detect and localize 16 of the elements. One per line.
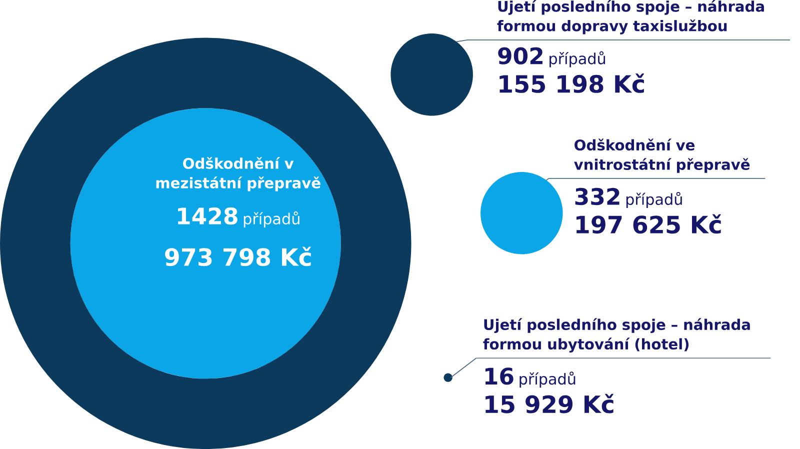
text: případů <box>626 192 682 208</box>
category-label: Odškodnění v mezistátní přepravě <box>156 157 320 192</box>
text: 197 625 Kč <box>576 214 722 234</box>
series-label: případů <box>244 211 300 228</box>
data-label: 902 <box>498 47 542 64</box>
text: případů <box>550 51 606 68</box>
category-label: Odškodnění ve vnitrostátní přepravě <box>574 138 750 173</box>
text: 155 198 Kč <box>500 74 644 93</box>
text: 973 798 Kč <box>165 246 312 266</box>
text: případů <box>520 372 576 388</box>
data-label: 16 <box>485 368 514 385</box>
data-label: 1428 <box>178 207 238 225</box>
data-label: 332 <box>575 188 620 206</box>
category-label: Ujetí posledního spoje – náhrada formou dopravy taxislužbou <box>497 0 764 34</box>
text: 15 929 Kč <box>486 394 614 414</box>
category-label: Ujetí posledního spoje – náhrada formou ubytování (hotel) <box>483 318 750 352</box>
